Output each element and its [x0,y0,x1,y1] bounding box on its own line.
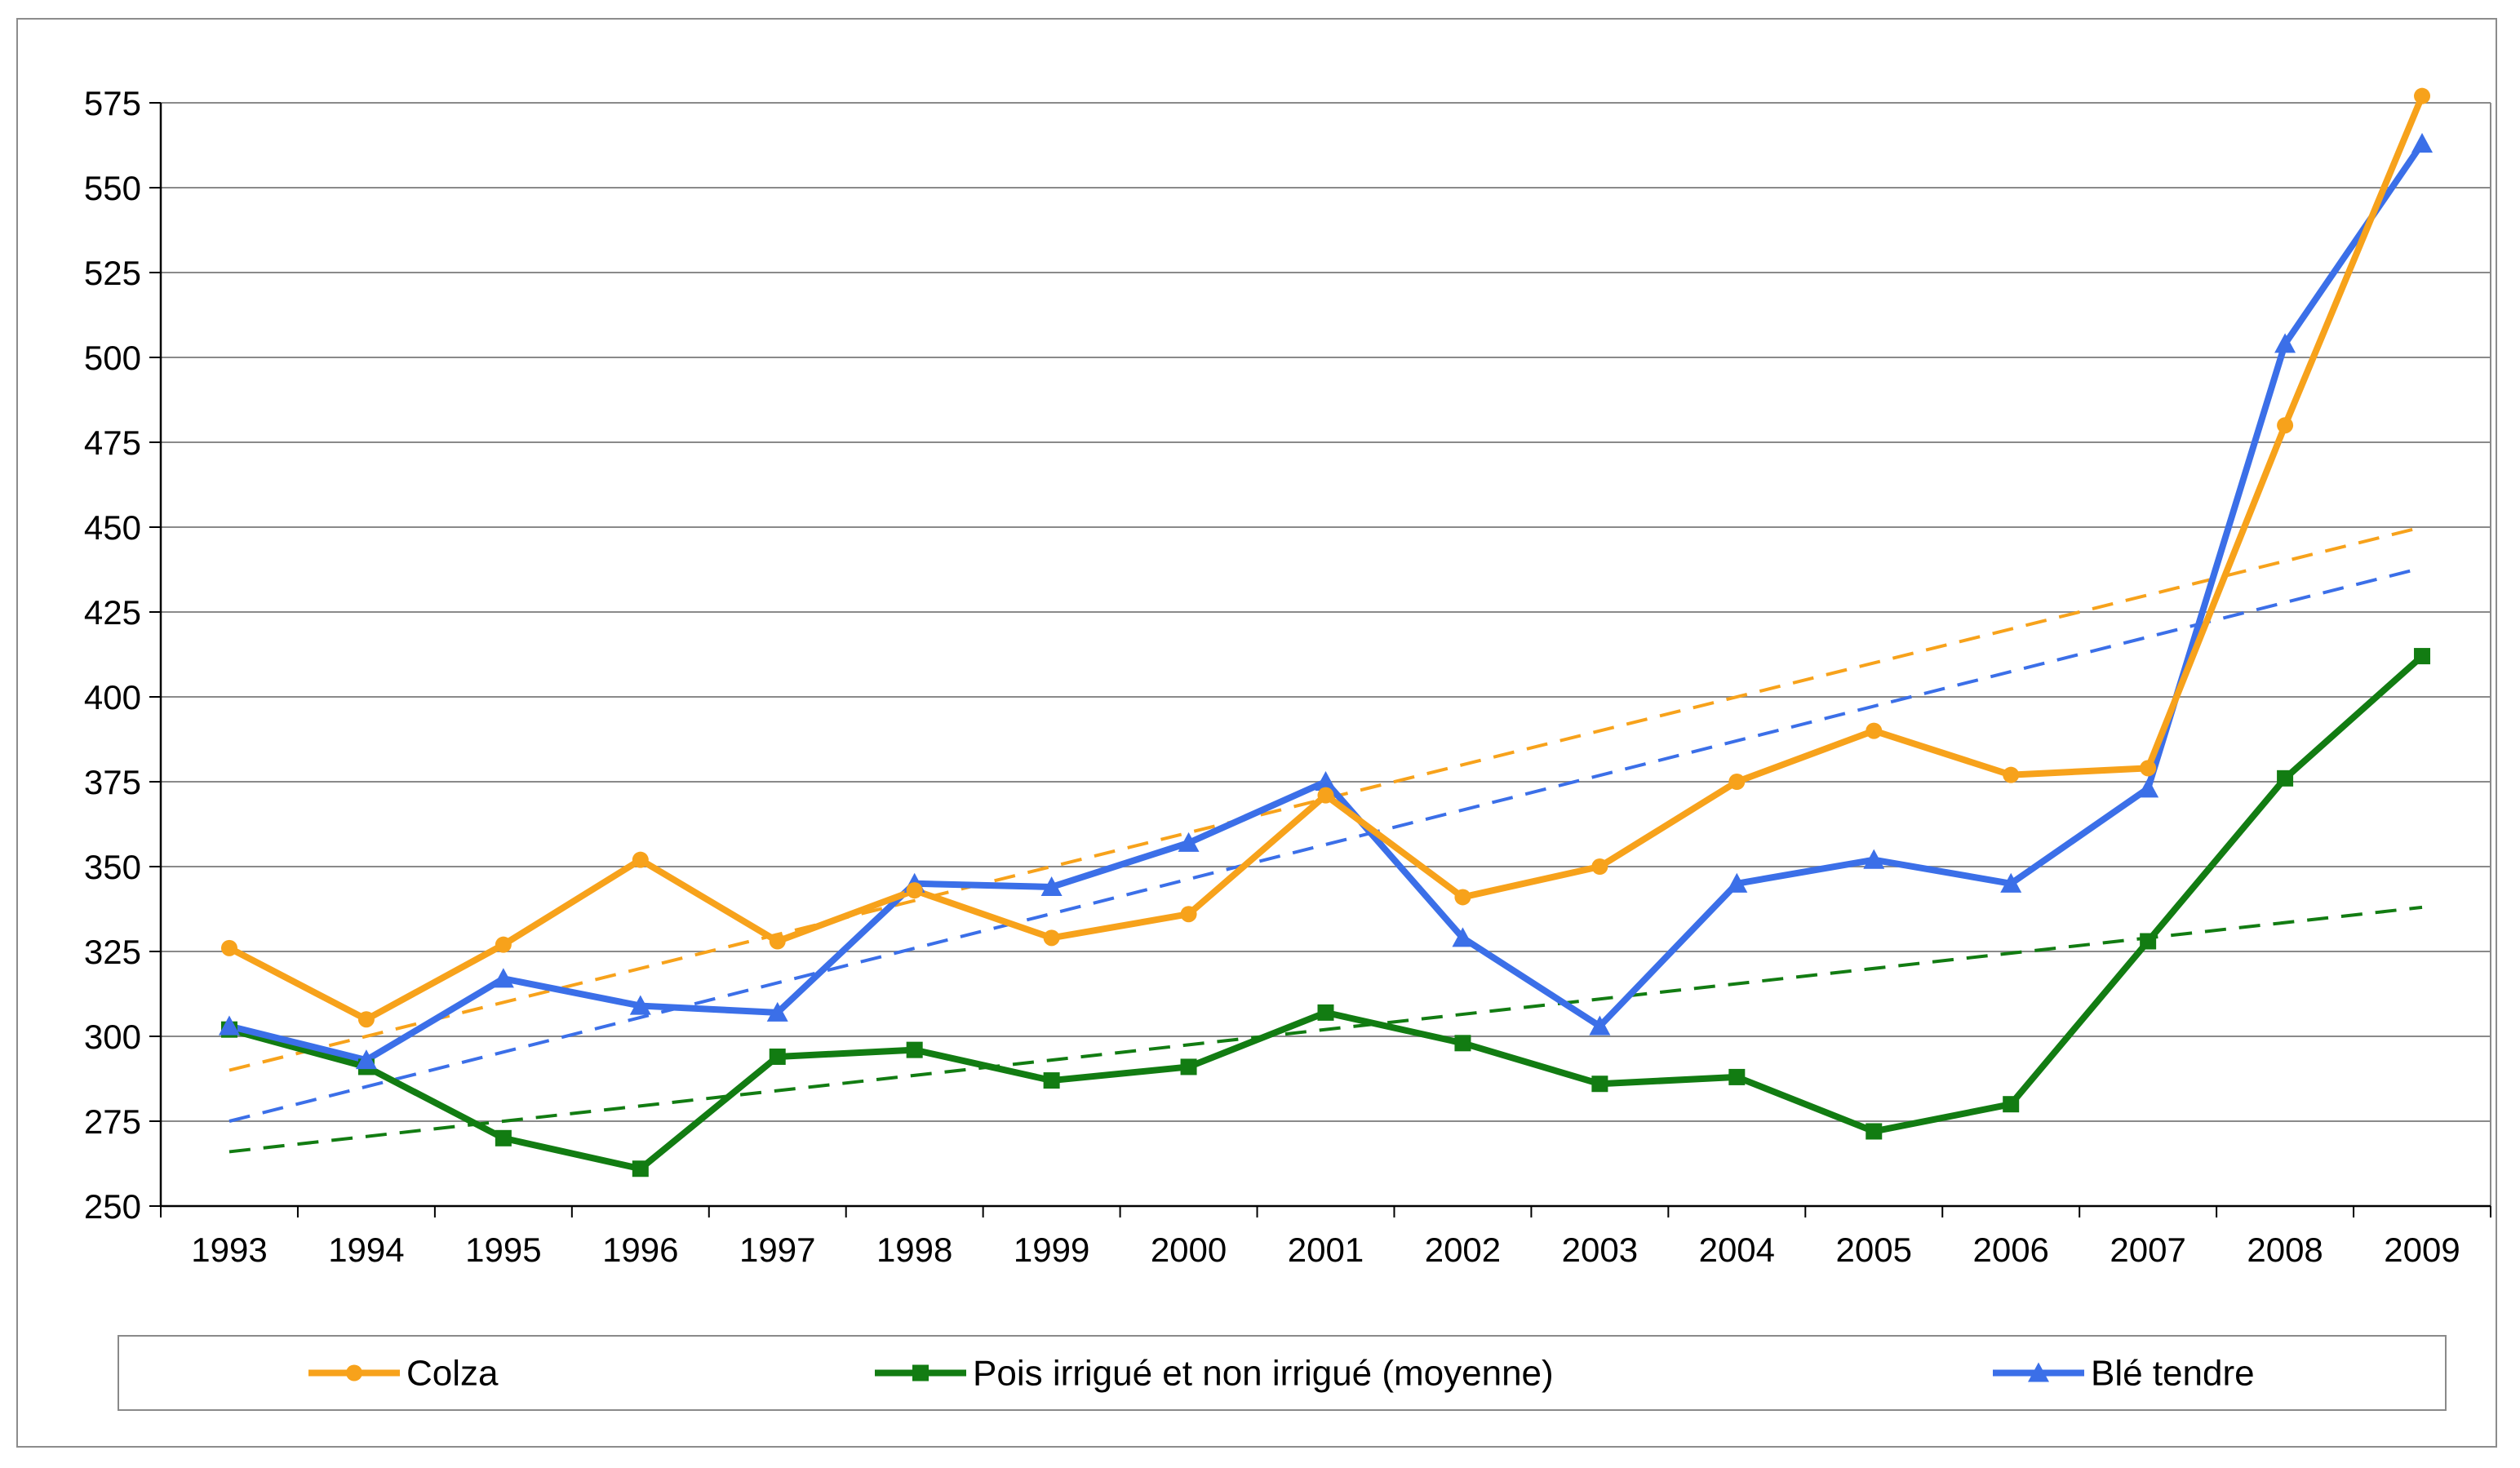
data-point [1180,1058,1197,1075]
x-tick-label: 2004 [1699,1231,1775,1269]
y-tick-label: 300 [84,1018,141,1056]
x-tick-label: 2000 [1151,1231,1227,1269]
data-point [2414,648,2431,665]
axes [159,102,2491,1208]
y-tick-label: 500 [84,339,141,377]
data-point [912,1364,929,1382]
data-point [2003,766,2020,783]
data-point [632,851,649,868]
series-markers [218,87,2433,1178]
data-point [220,939,237,956]
y-axis-ticks: 250 275 300 325 350 375 400 425 450 475 500 525 550 5… [84,84,161,1226]
data-point [495,1129,512,1146]
trendlines [228,526,2423,1154]
x-tick-label: 1999 [1014,1231,1089,1269]
data-point [1317,1004,1334,1021]
data-point [2277,417,2294,434]
trendline [228,905,2423,1154]
x-tick-label: 1993 [191,1231,267,1269]
data-point [1315,771,1337,792]
data-point [2000,872,2022,893]
data-point [2274,333,2296,353]
y-tick-label: 325 [84,933,141,971]
data-point [769,1048,786,1065]
x-axis-ticks: 1993 1994 1995 1996 1997 1998 1999 2000 2001 2002… [160,1206,2491,1269]
data-point [1726,872,1748,893]
data-point [346,1364,362,1382]
y-tick-label: 275 [84,1102,141,1141]
data-point [357,1011,375,1028]
x-tick-label: 2005 [1836,1231,1912,1269]
y-tick-label: 575 [84,84,141,122]
data-point [766,1001,788,1022]
data-point [1043,929,1060,947]
data-point [2137,778,2159,798]
y-tick-label: 250 [84,1187,141,1226]
x-tick-label: 1998 [876,1231,952,1269]
y-tick-label: 550 [84,169,141,207]
x-tick-label: 2001 [1288,1231,1364,1269]
legend-label: Blé tendre [2091,1354,2255,1394]
data-point [1591,1075,1608,1093]
data-point [2414,87,2431,104]
data-point [1728,774,1746,790]
data-point [906,1041,923,1058]
data-point [1043,1072,1060,1089]
x-tick-label: 2008 [2247,1231,2323,1269]
data-point [1866,1123,1883,1140]
data-point [1454,889,1471,906]
data-point [1178,832,1200,852]
y-tick-label: 475 [84,424,141,462]
data-point [2277,769,2294,787]
x-tick-label: 2006 [1972,1231,2048,1269]
data-point [1728,1068,1746,1085]
y-tick-label: 450 [84,508,141,547]
legend-label: Pois irrigué et non irrigué (moyenne) [973,1354,1554,1394]
data-point [492,968,514,988]
x-tick-label: 1994 [328,1231,404,1269]
gridlines [161,102,2491,1122]
y-tick-label: 350 [84,848,141,886]
data-point [218,1015,240,1036]
y-tick-label: 425 [84,593,141,632]
data-point [2028,1362,2049,1382]
data-point [629,995,651,1015]
x-tick-label: 1995 [465,1231,541,1269]
series-line [228,95,2425,1023]
x-tick-label: 2003 [1562,1231,1638,1269]
data-point [1180,906,1197,923]
y-tick-label: 400 [84,678,141,716]
x-tick-label: 1997 [739,1231,815,1269]
y-tick-label: 375 [84,763,141,801]
data-point [2411,132,2433,153]
y-tick-label: 525 [84,254,141,292]
data-point [1591,858,1608,875]
data-point [355,1049,377,1070]
x-tick-label: 2002 [1425,1231,1501,1269]
legend: Colza Pois irrigué et non irrigué (moyenn… [118,1335,2447,1411]
data-point [906,882,923,899]
data-point [1589,1015,1611,1036]
x-tick-label: 2007 [2110,1231,2185,1269]
x-tick-label: 1996 [602,1231,678,1269]
data-point [2140,933,2157,950]
data-point [1317,787,1334,804]
data-point [2140,760,2157,777]
data-point [2003,1096,2020,1113]
data-point [632,1160,649,1178]
series-line [228,141,2425,1064]
legend-label: Colza [406,1354,499,1394]
data-point [769,933,786,950]
data-point [1866,722,1883,739]
data-point [1863,849,1885,869]
data-point [495,936,512,953]
data-point [1452,927,1474,947]
data-point [1454,1035,1471,1052]
data-point [1040,876,1063,897]
x-tick-label: 2009 [2384,1231,2460,1269]
trendline [228,565,2423,1123]
